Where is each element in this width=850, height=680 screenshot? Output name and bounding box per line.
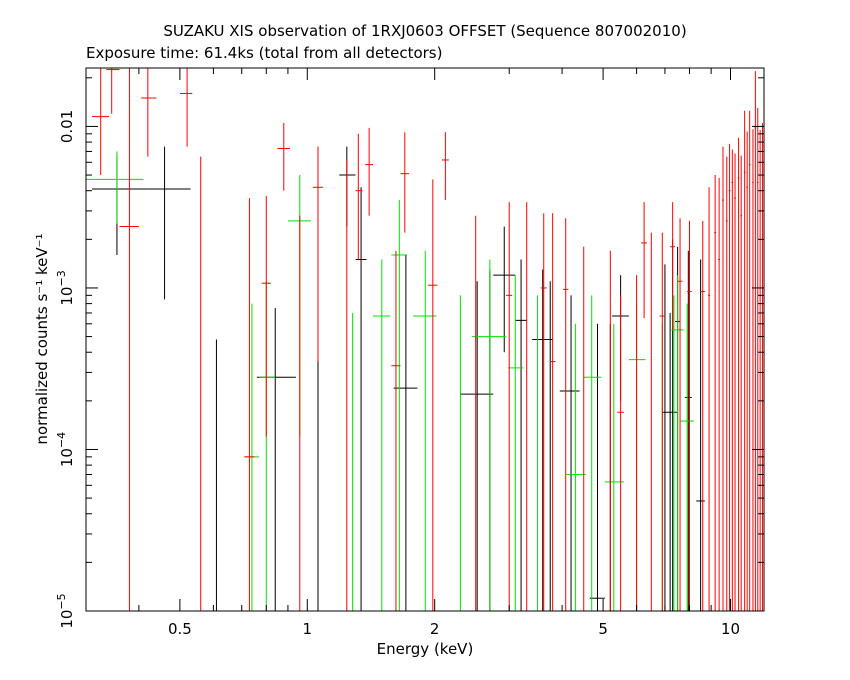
data-point <box>671 275 684 611</box>
data-point <box>391 250 401 611</box>
data-point <box>493 226 516 353</box>
data-point <box>460 281 494 611</box>
data-point <box>562 218 569 611</box>
data-point <box>141 68 157 157</box>
data-point <box>761 123 764 611</box>
data-point <box>696 259 705 611</box>
data-point <box>400 132 410 233</box>
y-tick-label: 10−5 <box>55 593 76 628</box>
data-point <box>559 295 580 611</box>
data-point <box>718 177 721 611</box>
data-point <box>391 200 407 611</box>
series-1 <box>86 151 695 611</box>
y-axis-label: normalized counts s⁻¹ keV⁻¹ <box>33 233 51 445</box>
data-point <box>244 198 255 611</box>
data-point <box>92 68 110 176</box>
data-point <box>259 281 276 611</box>
data-point <box>731 149 734 611</box>
data-point <box>515 259 527 611</box>
data-point <box>589 323 605 611</box>
data-point <box>687 220 692 611</box>
data-point <box>339 146 356 227</box>
data-point <box>106 68 120 114</box>
y-tick-label: 10−3 <box>55 270 76 305</box>
data-point <box>540 213 547 611</box>
data-point <box>725 156 728 611</box>
chart-subtitle: Exposure time: 61.4ks (total from all de… <box>86 44 443 62</box>
data-point <box>86 151 144 224</box>
data-point <box>743 110 746 611</box>
x-axis-label: Energy (keV) <box>376 640 474 658</box>
x-tick-label: 2 <box>430 620 440 638</box>
data-point <box>670 202 676 330</box>
x-tick-label: 0.5 <box>168 620 192 638</box>
x-tick-label: 10 <box>721 620 740 638</box>
data-point <box>549 213 556 611</box>
series-0 <box>92 146 705 611</box>
data-point <box>355 187 367 611</box>
y-tick-label: 10−4 <box>55 432 76 467</box>
data-point <box>737 137 740 611</box>
data-point <box>583 295 602 611</box>
data-point <box>261 196 271 437</box>
data-point <box>734 153 736 611</box>
data-point <box>373 259 391 611</box>
data-point <box>566 323 586 611</box>
data-point <box>759 130 761 611</box>
plot-frame <box>85 67 765 612</box>
data-point <box>441 132 449 201</box>
data-point <box>684 250 692 611</box>
data-point <box>628 303 646 611</box>
data-point <box>722 146 724 611</box>
data-point <box>677 218 683 611</box>
data-point <box>532 269 553 611</box>
data-layer <box>86 68 764 611</box>
data-point <box>277 123 290 191</box>
data-point <box>506 202 513 611</box>
data-point <box>617 295 624 611</box>
x-tick-label: 5 <box>598 620 608 638</box>
data-point <box>728 143 731 611</box>
y-tick-label: 0.01 <box>58 110 76 143</box>
data-point <box>680 303 695 611</box>
data-point <box>746 131 749 611</box>
data-point <box>754 71 757 611</box>
data-point <box>507 275 524 611</box>
data-point <box>393 254 418 611</box>
data-point <box>714 175 717 611</box>
data-point <box>428 179 438 611</box>
data-point <box>365 127 374 216</box>
data-point <box>756 108 759 611</box>
data-point <box>708 187 711 611</box>
data-point <box>355 133 363 260</box>
chart-title: SUZAKU XIS observation of 1RXJ0603 OFFSE… <box>163 22 687 40</box>
data-point <box>641 202 648 319</box>
data-point <box>256 308 296 611</box>
data-point <box>179 68 193 147</box>
data-point <box>119 68 139 611</box>
data-point <box>700 220 705 611</box>
data-point <box>312 146 324 362</box>
data-point <box>748 110 751 611</box>
series-2 <box>92 68 764 611</box>
data-point <box>147 146 191 300</box>
data-point <box>752 129 754 611</box>
x-tick-label: 1 <box>303 620 313 638</box>
data-point <box>740 155 743 611</box>
data-point <box>659 232 665 611</box>
axis-ticks: 0.5 1 2 5 10 10−5 10−4 10−3 0.01 <box>55 68 764 638</box>
data-point <box>471 259 507 611</box>
